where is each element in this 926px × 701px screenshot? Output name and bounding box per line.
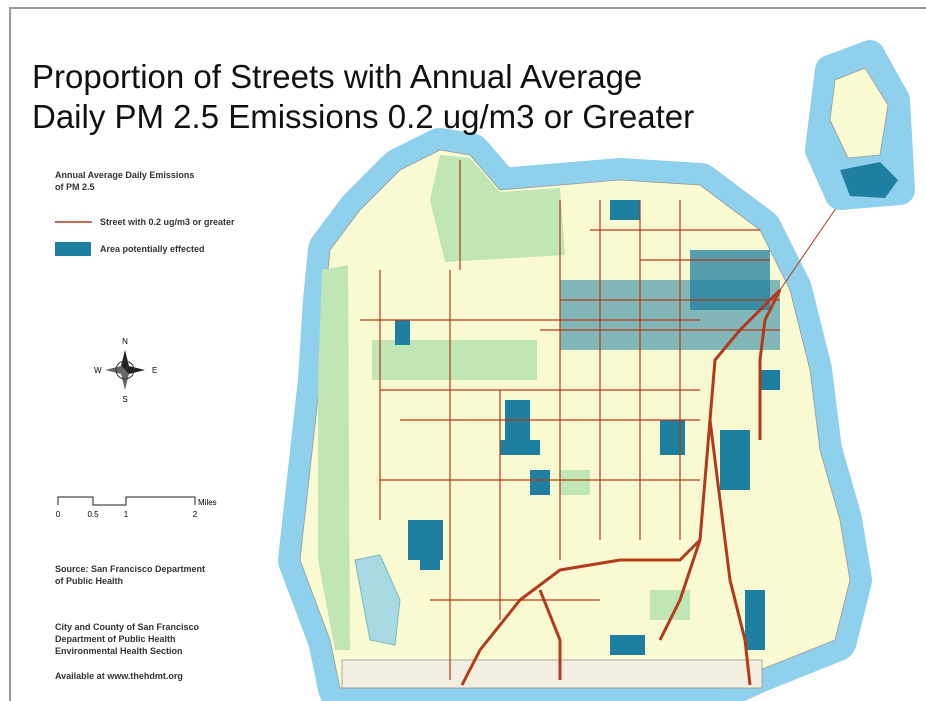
park [372, 340, 537, 380]
scale-label: 1 [124, 510, 129, 519]
source: of Public Health [55, 576, 123, 586]
compass-label: E [152, 366, 157, 375]
county-strip [342, 660, 762, 688]
scale-label: 2 [193, 510, 198, 519]
legend-label: Street with 0.2 ug/m3 or greater [100, 217, 235, 227]
credit: Environmental Health Section [55, 646, 183, 656]
legend-title: Annual Average Daily Emissions [55, 170, 194, 180]
map-sheet: Proportion of Streets with Annual Averag… [0, 0, 926, 701]
compass-label: S [122, 395, 127, 404]
availability: Available at www.thehdmt.org [55, 671, 183, 681]
title-line: Daily PM 2.5 Emissions 0.2 ug/m3 or Grea… [32, 98, 694, 135]
title-line: Proportion of Streets with Annual Averag… [32, 58, 642, 95]
park [560, 470, 590, 495]
legend-title: of PM 2.5 [55, 182, 95, 192]
legend-label: Area potentially effected [100, 244, 205, 254]
scale-label: 0 [56, 510, 61, 519]
credit: City and County of San Francisco [55, 622, 200, 632]
legend-area-swatch [55, 242, 91, 256]
compass-label: N [122, 337, 128, 346]
source: Source: San Francisco Department [55, 564, 205, 574]
credit: Department of Public Health [55, 634, 176, 644]
scale-unit: Miles [198, 498, 217, 507]
park [650, 590, 690, 620]
scale-label: 0.5 [87, 510, 99, 519]
compass-label: W [94, 366, 102, 375]
page: Proportion of Streets with Annual Averag… [0, 0, 926, 701]
